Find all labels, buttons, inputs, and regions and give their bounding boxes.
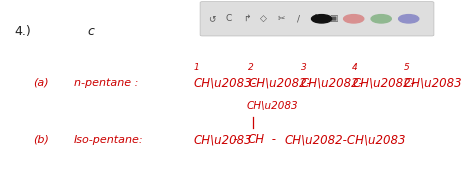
- Text: -: -: [230, 133, 242, 146]
- FancyBboxPatch shape: [200, 2, 434, 36]
- Circle shape: [399, 15, 419, 23]
- Text: (b): (b): [33, 135, 49, 145]
- Text: C: C: [226, 14, 232, 23]
- Text: CH\u2083: CH\u2083: [193, 133, 252, 146]
- Text: 1: 1: [193, 63, 199, 72]
- Text: 3: 3: [301, 63, 307, 72]
- Text: ↱: ↱: [243, 14, 250, 23]
- Text: ✂: ✂: [277, 14, 285, 23]
- Text: CH\u2083: CH\u2083: [404, 76, 462, 89]
- Text: -: -: [268, 133, 280, 146]
- Circle shape: [344, 15, 364, 23]
- Text: ↺: ↺: [208, 14, 215, 23]
- Text: ▣: ▣: [329, 14, 338, 23]
- Text: 2: 2: [248, 63, 254, 72]
- Circle shape: [371, 15, 391, 23]
- Text: 4: 4: [352, 63, 358, 72]
- Text: (a): (a): [33, 78, 48, 88]
- Text: A: A: [313, 14, 319, 23]
- Text: CH\u2082-: CH\u2082-: [352, 76, 415, 89]
- Text: /: /: [297, 14, 300, 23]
- Text: n-pentane :: n-pentane :: [74, 78, 138, 88]
- Text: c: c: [88, 25, 95, 38]
- Text: CH\u2083: CH\u2083: [246, 101, 298, 111]
- Text: ◇: ◇: [260, 14, 267, 23]
- Text: CH\u2082-: CH\u2082-: [301, 76, 364, 89]
- Text: Iso-pentane:: Iso-pentane:: [74, 135, 144, 145]
- Circle shape: [311, 15, 332, 23]
- Text: 5: 5: [404, 63, 410, 72]
- Text: CH\u2083-: CH\u2083-: [193, 76, 256, 89]
- Text: CH\u2082-CH\u2083: CH\u2082-CH\u2083: [285, 133, 406, 146]
- Text: 4.): 4.): [14, 25, 31, 38]
- Text: CH\u2082-: CH\u2082-: [248, 76, 311, 89]
- Text: CH: CH: [247, 133, 264, 146]
